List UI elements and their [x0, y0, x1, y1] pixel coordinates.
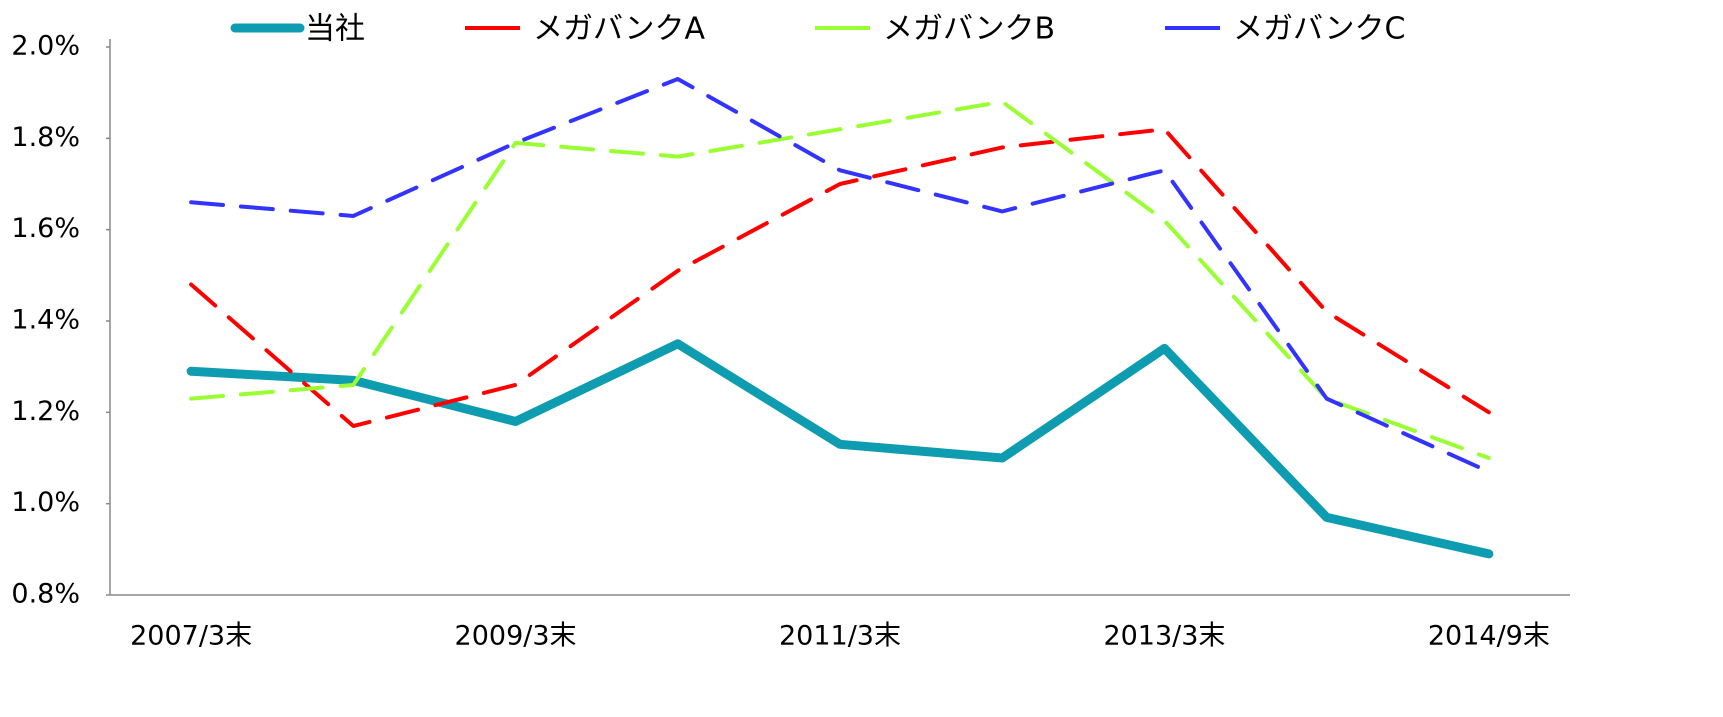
legend-label: 当社	[305, 12, 365, 47]
legend-label: メガバンクA	[533, 12, 705, 47]
y-tick-label: 2.0%	[11, 31, 80, 62]
series-line	[189, 76, 1491, 474]
series-line	[186, 339, 1494, 559]
x-tick-label: 2014/9末	[1428, 621, 1550, 652]
y-tick-label: 1.4%	[11, 305, 80, 336]
x-tick-label: 2009/3末	[455, 621, 577, 652]
y-tick-label: 1.2%	[11, 396, 80, 427]
y-tick-label: 1.0%	[11, 487, 80, 518]
x-tick-label: 2007/3末	[130, 621, 252, 652]
y-tick-label: 0.8%	[11, 579, 80, 610]
series-line	[189, 99, 1491, 460]
y-tick-label: 1.8%	[11, 122, 80, 153]
x-tick-label: 2013/3末	[1103, 621, 1225, 652]
legend-label: メガバンクC	[1233, 12, 1405, 47]
y-tick-label: 1.6%	[11, 213, 80, 244]
series-line	[189, 127, 1491, 429]
x-tick-label: 2011/3末	[779, 621, 901, 652]
legend-label: メガバンクB	[883, 12, 1055, 47]
